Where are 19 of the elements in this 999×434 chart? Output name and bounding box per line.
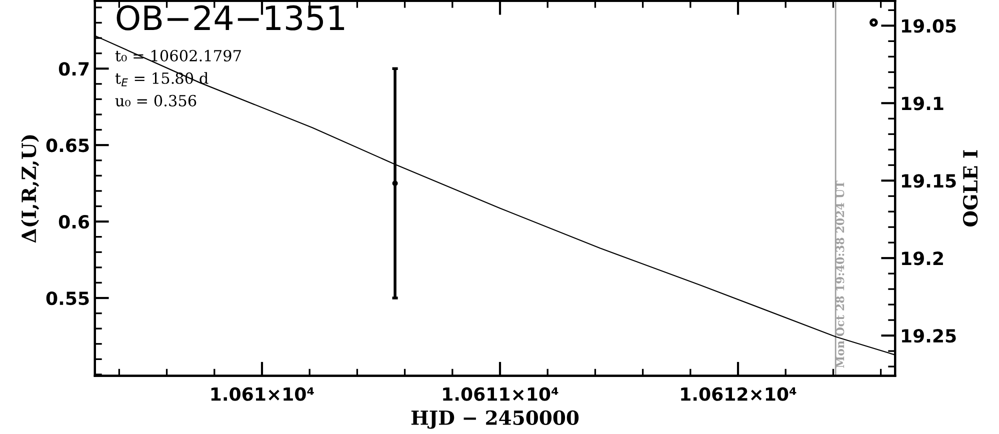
x-tick-label: 1.0611×10⁴ bbox=[443, 387, 558, 401]
x-tick-label: 1.061×10⁴ bbox=[211, 387, 314, 401]
annotation: u₀ = 0.356 bbox=[115, 94, 196, 106]
y2-tick-label: 19.05 bbox=[902, 19, 956, 33]
y-tick-label: 0.65 bbox=[46, 138, 89, 152]
y2-axis-title: OGLE I bbox=[962, 150, 978, 226]
y2-tick-label: 19.25 bbox=[902, 329, 956, 343]
y2-tick-label: 19.15 bbox=[902, 174, 956, 188]
y2-tick-label: 19.2 bbox=[902, 252, 943, 266]
x-axis-title: HJD − 2450000 bbox=[411, 410, 579, 429]
y-tick-label: 0.6 bbox=[58, 215, 90, 229]
y2-tick-label: 19.1 bbox=[902, 96, 944, 110]
y-tick-label: 0.55 bbox=[46, 291, 89, 306]
y-axis-title: Δ(I,R,Z,U) bbox=[21, 135, 40, 243]
annotation: Mon Oct 28 19:40:38 2024 UT bbox=[836, 180, 844, 368]
y-tick-label: 0.7 bbox=[58, 62, 89, 76]
x-tick-label: 1.0612×10⁴ bbox=[681, 387, 796, 401]
chart-title: OB−24−1351 bbox=[116, 5, 344, 30]
annotation: t$_{E}$ = 15.80 d bbox=[115, 72, 208, 86]
